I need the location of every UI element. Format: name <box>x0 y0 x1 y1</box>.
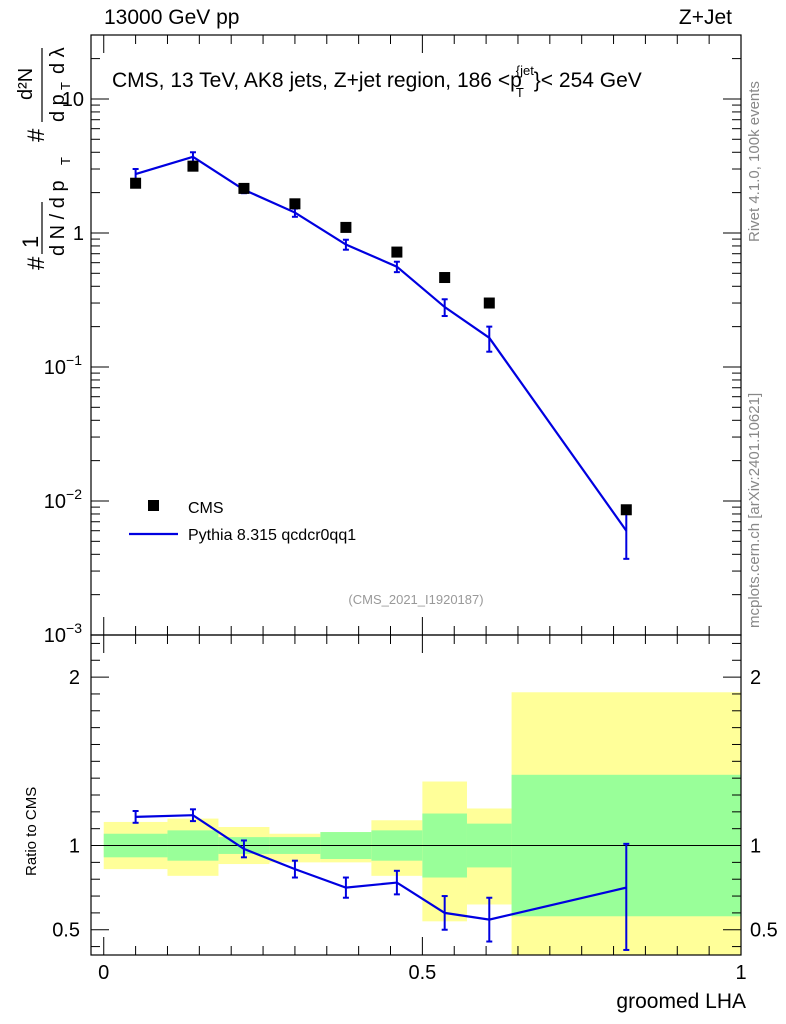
ratio-y-label: Ratio to CMS <box>23 787 40 876</box>
svg-text:1: 1 <box>18 236 43 248</box>
side-label-rivet: Rivet 4.1.0, 100k events <box>746 81 763 242</box>
x-tick-label: 0.5 <box>408 962 436 984</box>
header-left: 13000 GeV pp <box>104 6 240 29</box>
y-axis-title: # 1 d N / d p T # d²N d p T d λ <box>15 47 73 270</box>
side-label-mcplots: mcplots.cern.ch [arXiv:2401.10621] <box>746 392 763 628</box>
ratio-mc-series <box>132 808 630 951</box>
watermark: (CMS_2021_I1920187) <box>348 592 483 607</box>
main-panel: 10 1 10−1 10−2 10−3 CMS, 13 TeV, AK8 jets, Z… <box>44 34 742 647</box>
cms-data-point <box>620 504 632 516</box>
legend-cms-label: CMS <box>188 500 224 517</box>
legend-cms-marker <box>148 500 159 511</box>
main-frame <box>90 34 742 636</box>
mc-series <box>132 151 630 560</box>
ratio-y-tick-label-right: 2 <box>750 667 761 689</box>
ratio-y-tick-label: 2 <box>69 667 80 689</box>
cms-data-point <box>238 182 250 194</box>
cms-data-point <box>130 177 142 189</box>
chart-title: CMS, 13 TeV, AK8 jets, Z+jet region, 186… <box>112 63 642 100</box>
x-axis-label: groomed LHA <box>616 990 746 1013</box>
cms-data-point <box>439 272 451 284</box>
svg-text:T: T <box>58 82 73 90</box>
cms-data-point <box>483 297 495 309</box>
ratio-y-tick-label-right: 1 <box>750 836 761 858</box>
cms-data-point <box>289 198 301 210</box>
legend-mc-label: Pythia 8.315 qcdcr0qq1 <box>188 527 356 544</box>
data-series <box>130 160 632 516</box>
svg-text:T: T <box>58 157 73 165</box>
ratio-ticks: 0.5 0.51 12 20 0.5 1 <box>52 635 778 984</box>
legend: CMS Pythia 8.315 qcdcr0qq1 <box>129 500 356 544</box>
header-right: Z+Jet <box>678 6 732 29</box>
cms-data-point <box>391 246 403 258</box>
svg-text:d N / d p: d N / d p <box>47 180 69 256</box>
ratio-y-tick-label: 1 <box>69 836 80 858</box>
svg-text:d p: d p <box>47 94 69 122</box>
main-ticks: 10 1 10−1 10−2 10−3 <box>44 34 742 647</box>
svg-text:d²N: d²N <box>15 68 37 100</box>
svg-text:d λ: d λ <box>47 47 69 74</box>
mc-line <box>135 155 628 532</box>
y-tick-label: 10−3 <box>44 620 82 647</box>
ratio-y-tick-label-right: 0.5 <box>750 920 778 942</box>
cms-data-point <box>340 221 352 233</box>
ratio-y-tick-label: 0.5 <box>52 920 80 942</box>
y-tick-label: 1 <box>73 223 84 245</box>
y-tick-label: 10−2 <box>44 486 82 513</box>
y-tick-label: 10 <box>62 89 84 111</box>
x-tick-label: 1 <box>735 962 746 984</box>
cms-data-point <box>187 160 199 172</box>
y-tick-label: 10−1 <box>44 352 82 379</box>
ratio-panel: 0.5 0.51 12 20 0.5 1 <box>52 634 778 984</box>
svg-text:#: # <box>23 128 50 142</box>
svg-text:#: # <box>23 256 50 270</box>
x-tick-label: 0 <box>98 962 109 984</box>
ratio-bands <box>103 692 741 955</box>
